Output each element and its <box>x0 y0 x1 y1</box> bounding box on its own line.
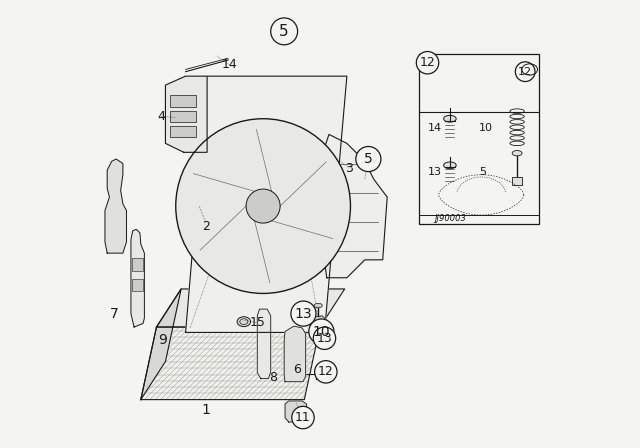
Circle shape <box>308 319 334 344</box>
Bar <box>170 126 196 137</box>
Polygon shape <box>186 76 347 332</box>
Text: 13: 13 <box>317 332 332 345</box>
Ellipse shape <box>444 115 456 122</box>
Text: 13: 13 <box>428 168 442 177</box>
Circle shape <box>246 189 280 223</box>
Text: 5: 5 <box>279 24 289 39</box>
Text: 14: 14 <box>221 58 237 72</box>
Polygon shape <box>131 229 145 327</box>
Text: 12: 12 <box>518 67 532 77</box>
Polygon shape <box>141 327 320 400</box>
Text: 15: 15 <box>250 316 265 329</box>
Circle shape <box>314 327 336 349</box>
Ellipse shape <box>314 303 322 308</box>
Polygon shape <box>284 326 306 382</box>
Circle shape <box>315 361 337 383</box>
Text: 10: 10 <box>479 123 493 133</box>
Polygon shape <box>257 309 271 379</box>
Circle shape <box>417 52 439 74</box>
Circle shape <box>292 406 314 429</box>
Ellipse shape <box>444 162 456 168</box>
Bar <box>132 279 143 291</box>
Text: 4: 4 <box>157 110 165 123</box>
Polygon shape <box>186 280 324 332</box>
Circle shape <box>291 301 316 326</box>
Polygon shape <box>310 316 326 336</box>
Circle shape <box>356 146 381 172</box>
Bar <box>170 95 196 107</box>
Polygon shape <box>156 289 344 327</box>
Circle shape <box>176 119 351 293</box>
Text: 7: 7 <box>109 306 118 321</box>
Circle shape <box>271 18 298 45</box>
Text: 9: 9 <box>158 333 167 348</box>
Text: 11: 11 <box>295 411 311 424</box>
Bar <box>170 111 196 122</box>
Polygon shape <box>324 134 387 278</box>
Text: 10: 10 <box>312 324 330 339</box>
Ellipse shape <box>237 317 250 327</box>
Text: 12: 12 <box>420 56 435 69</box>
Text: 3: 3 <box>345 161 353 175</box>
Text: 5: 5 <box>479 168 486 177</box>
Text: 1: 1 <box>202 403 210 417</box>
Text: 13: 13 <box>294 306 312 321</box>
Polygon shape <box>285 401 307 422</box>
Bar <box>512 177 522 185</box>
Text: 12: 12 <box>318 365 333 379</box>
Text: 2: 2 <box>202 220 210 233</box>
Text: JJ90003: JJ90003 <box>434 214 466 223</box>
Text: 8: 8 <box>269 370 277 384</box>
Polygon shape <box>105 159 127 253</box>
Bar <box>132 258 143 271</box>
Polygon shape <box>141 289 181 400</box>
Text: 5: 5 <box>364 152 372 166</box>
Polygon shape <box>165 76 207 152</box>
Circle shape <box>515 62 535 82</box>
Bar <box>419 54 539 224</box>
Ellipse shape <box>512 151 522 156</box>
Text: 6: 6 <box>292 363 301 376</box>
Text: 14: 14 <box>428 123 442 133</box>
